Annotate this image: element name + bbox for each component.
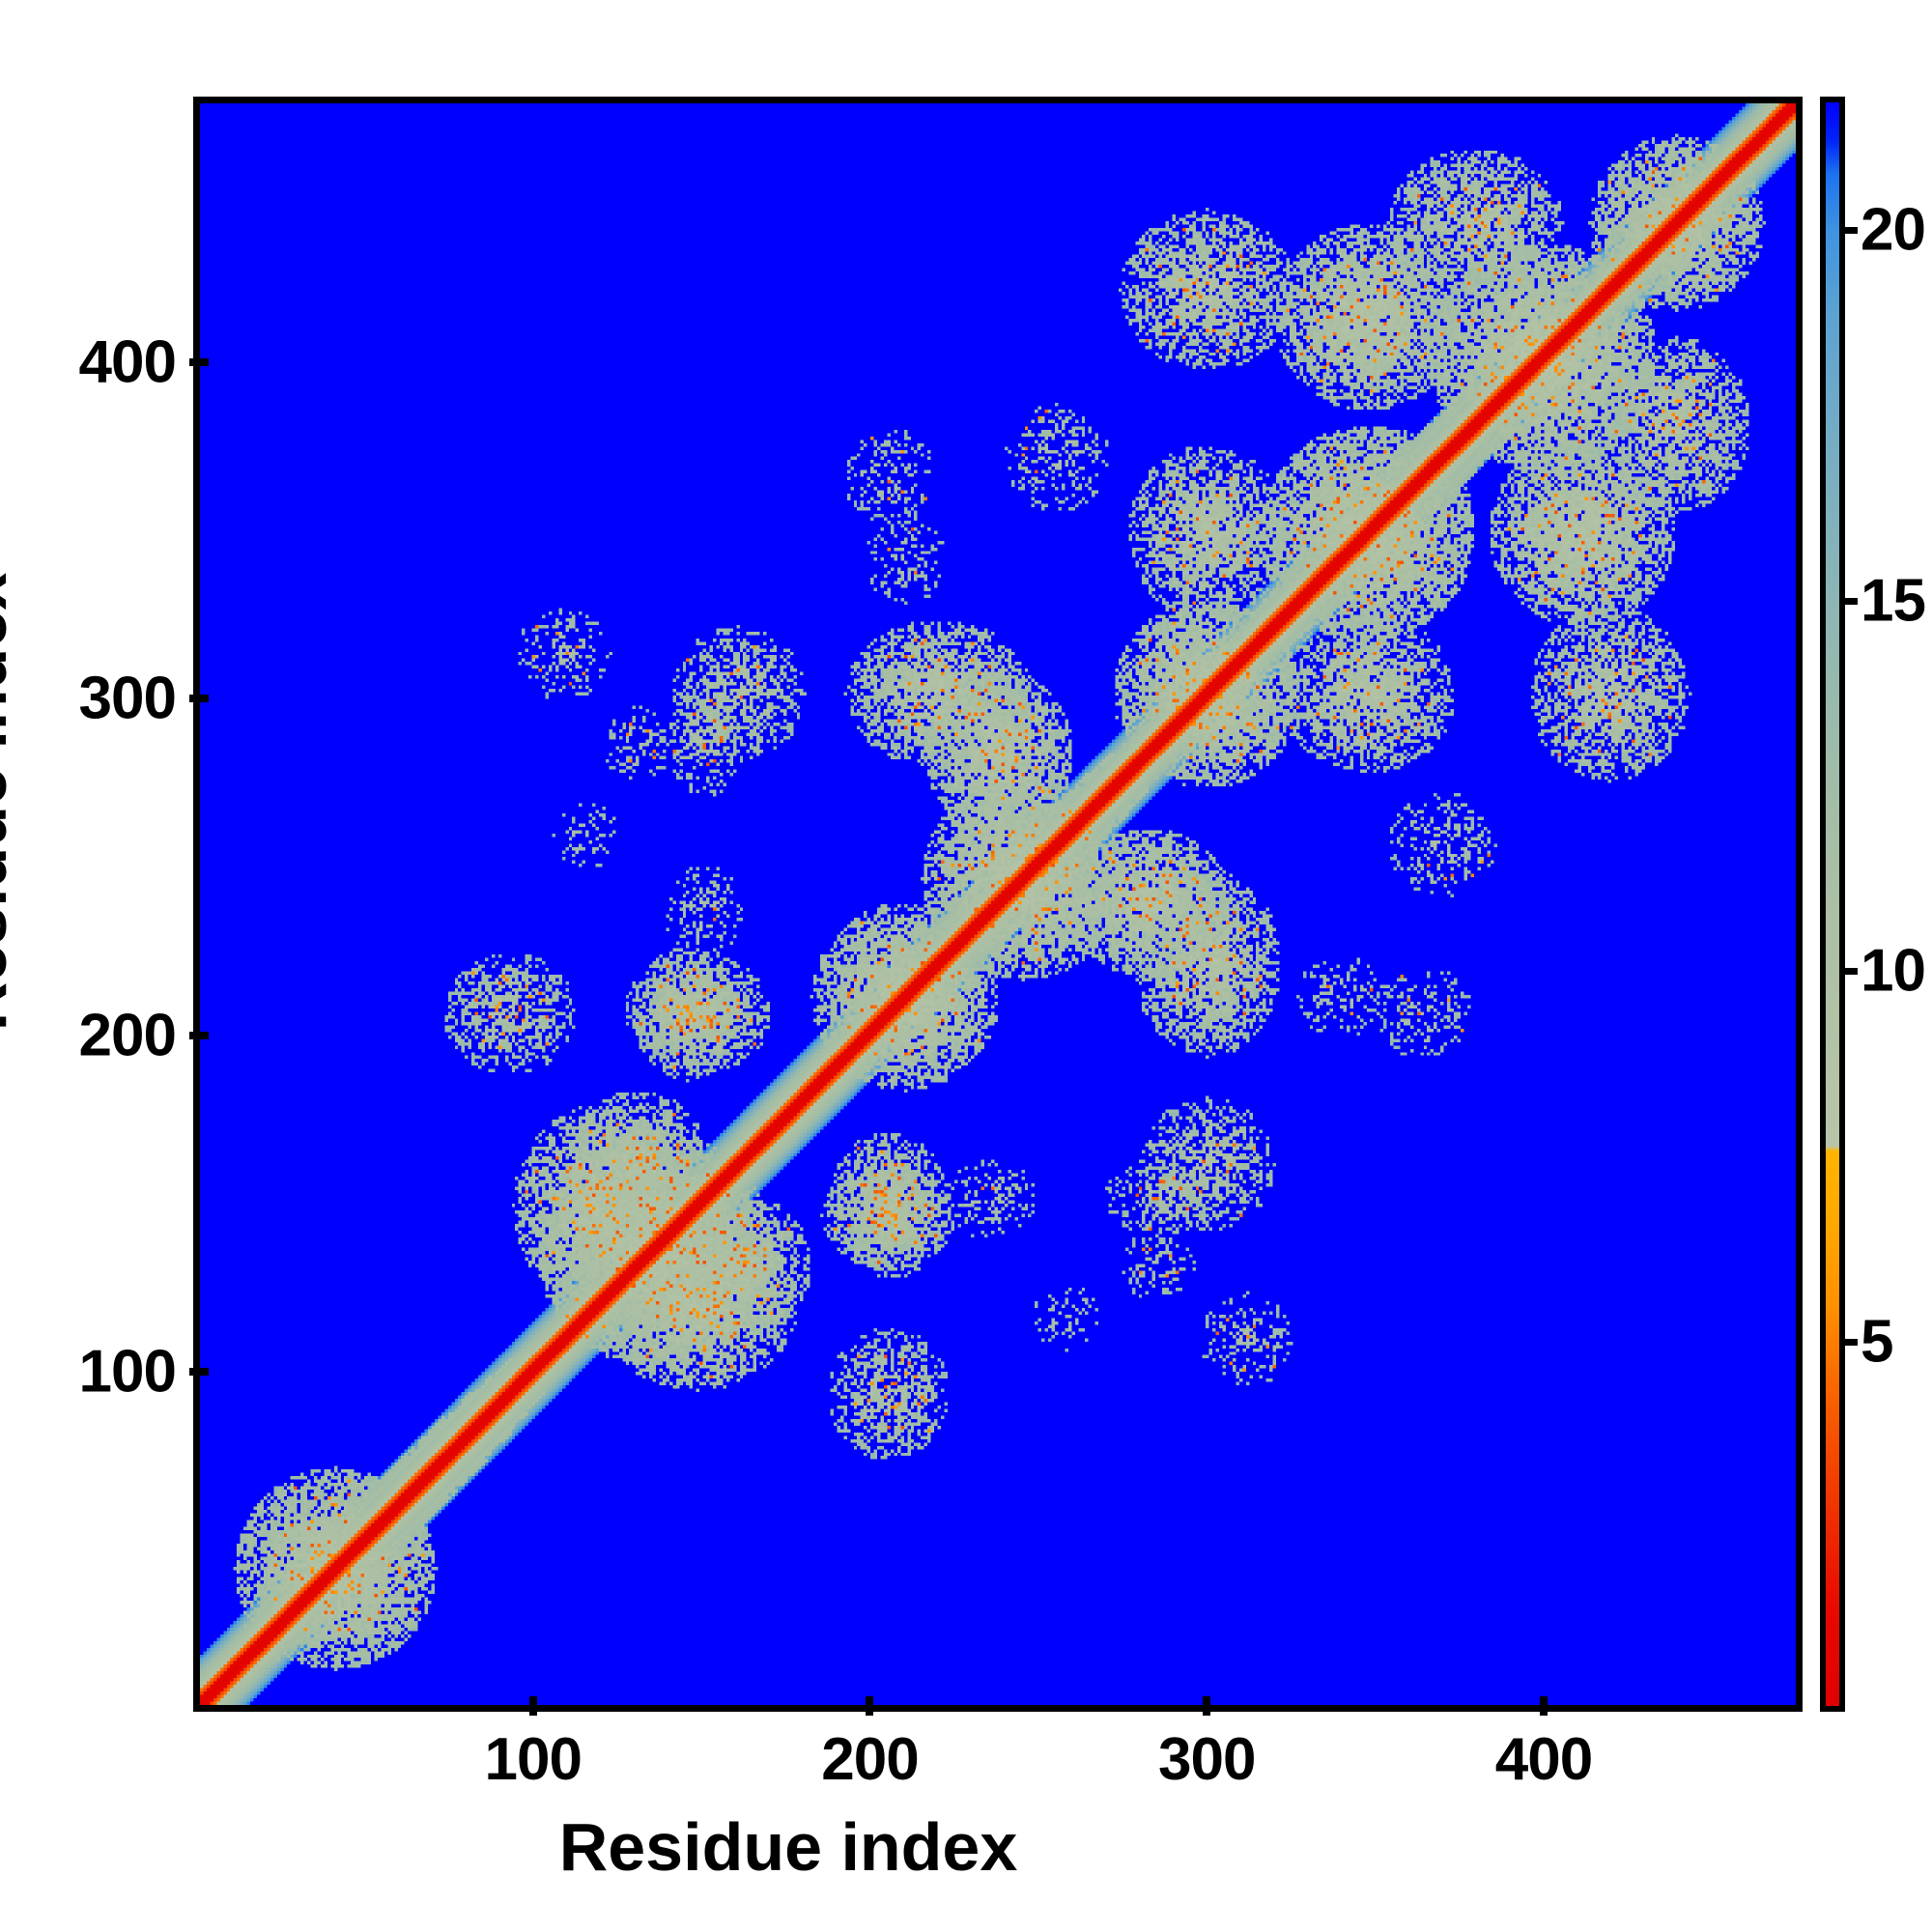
- colorbar-tick-label: 20: [1861, 196, 1926, 264]
- y-tick-label: 100: [78, 1338, 177, 1406]
- x-axis-title: Residue index: [558, 1809, 1018, 1885]
- x-tick-label: 400: [1494, 1726, 1593, 1793]
- colorbar-tick-label: 15: [1861, 567, 1926, 635]
- colorbar-tick-mark: [1845, 1338, 1858, 1346]
- colorbar-group: 5 10 15 20: [1820, 97, 1932, 1712]
- distance-map-canvas: [200, 103, 1796, 1705]
- colorbar-tick-label: 10: [1861, 937, 1926, 1005]
- x-tick-label: 300: [1157, 1726, 1256, 1793]
- colorbar-tick-mark: [1845, 597, 1858, 605]
- colorbar-tick-mark: [1845, 227, 1858, 235]
- colorbar-tick-mark: [1845, 968, 1858, 976]
- colorbar-gradient: [1820, 97, 1845, 1712]
- y-tick-label: 200: [78, 1002, 177, 1069]
- heatmap-plot-area: [193, 97, 1803, 1712]
- x-tick-label: 200: [821, 1726, 919, 1793]
- y-tick-label: 400: [78, 328, 177, 396]
- colorbar-tick-label: 5: [1861, 1308, 1893, 1375]
- x-tick-label: 100: [484, 1726, 582, 1793]
- y-tick-label: 300: [78, 665, 177, 732]
- y-axis-title: Residue index: [0, 572, 20, 1032]
